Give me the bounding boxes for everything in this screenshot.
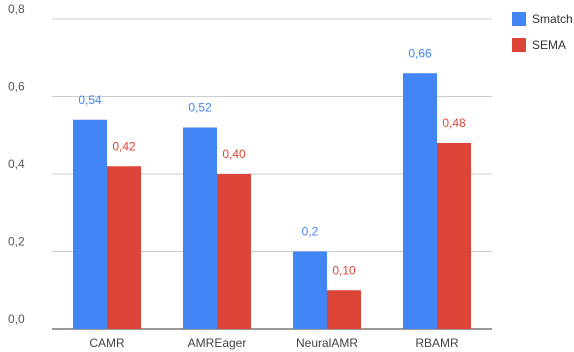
data-label: 0,2 <box>302 225 319 239</box>
y-tick-label: 0,6 <box>8 80 25 94</box>
data-label: 0,54 <box>78 93 102 107</box>
bar-smatch-rbamr <box>403 73 437 329</box>
category-label: CAMR <box>89 336 125 350</box>
category-label: NeuralAMR <box>296 336 358 350</box>
x-axis-categories: CAMR AMREager NeuralAMR RBAMR <box>89 336 459 350</box>
y-axis-ticks: 0,0 0,2 0,4 0,6 0,8 <box>8 2 25 326</box>
bars <box>73 73 471 329</box>
data-label: 0,48 <box>442 116 466 130</box>
legend-swatch <box>512 38 526 52</box>
legend-swatch <box>512 12 526 26</box>
data-label: 0,42 <box>112 139 136 153</box>
bar-sema-amreager <box>217 174 251 329</box>
legend: Smatch SEMA <box>512 12 573 52</box>
y-tick-label: 0,2 <box>8 235 25 249</box>
data-label: 0,40 <box>222 147 246 161</box>
legend-label: Smatch <box>532 12 573 26</box>
bar-sema-camr <box>107 166 141 329</box>
y-tick-label: 0,4 <box>8 157 25 171</box>
bar-sema-neuralamr <box>327 290 361 329</box>
data-labels: 0,54 0,42 0,52 0,40 0,2 0,10 0,66 0,48 <box>78 46 466 277</box>
y-tick-label: 0,0 <box>8 312 25 326</box>
category-label: AMREager <box>188 336 247 350</box>
y-tick-label: 0,8 <box>8 2 25 16</box>
bar-smatch-neuralamr <box>293 251 327 329</box>
category-label: RBAMR <box>415 336 459 350</box>
bar-smatch-camr <box>73 119 107 329</box>
data-label: 0,66 <box>408 46 432 60</box>
bar-sema-rbamr <box>437 143 471 329</box>
data-label: 0,10 <box>332 263 356 277</box>
legend-label: SEMA <box>532 38 566 52</box>
bar-smatch-amreager <box>183 127 217 329</box>
data-label: 0,52 <box>188 101 212 115</box>
